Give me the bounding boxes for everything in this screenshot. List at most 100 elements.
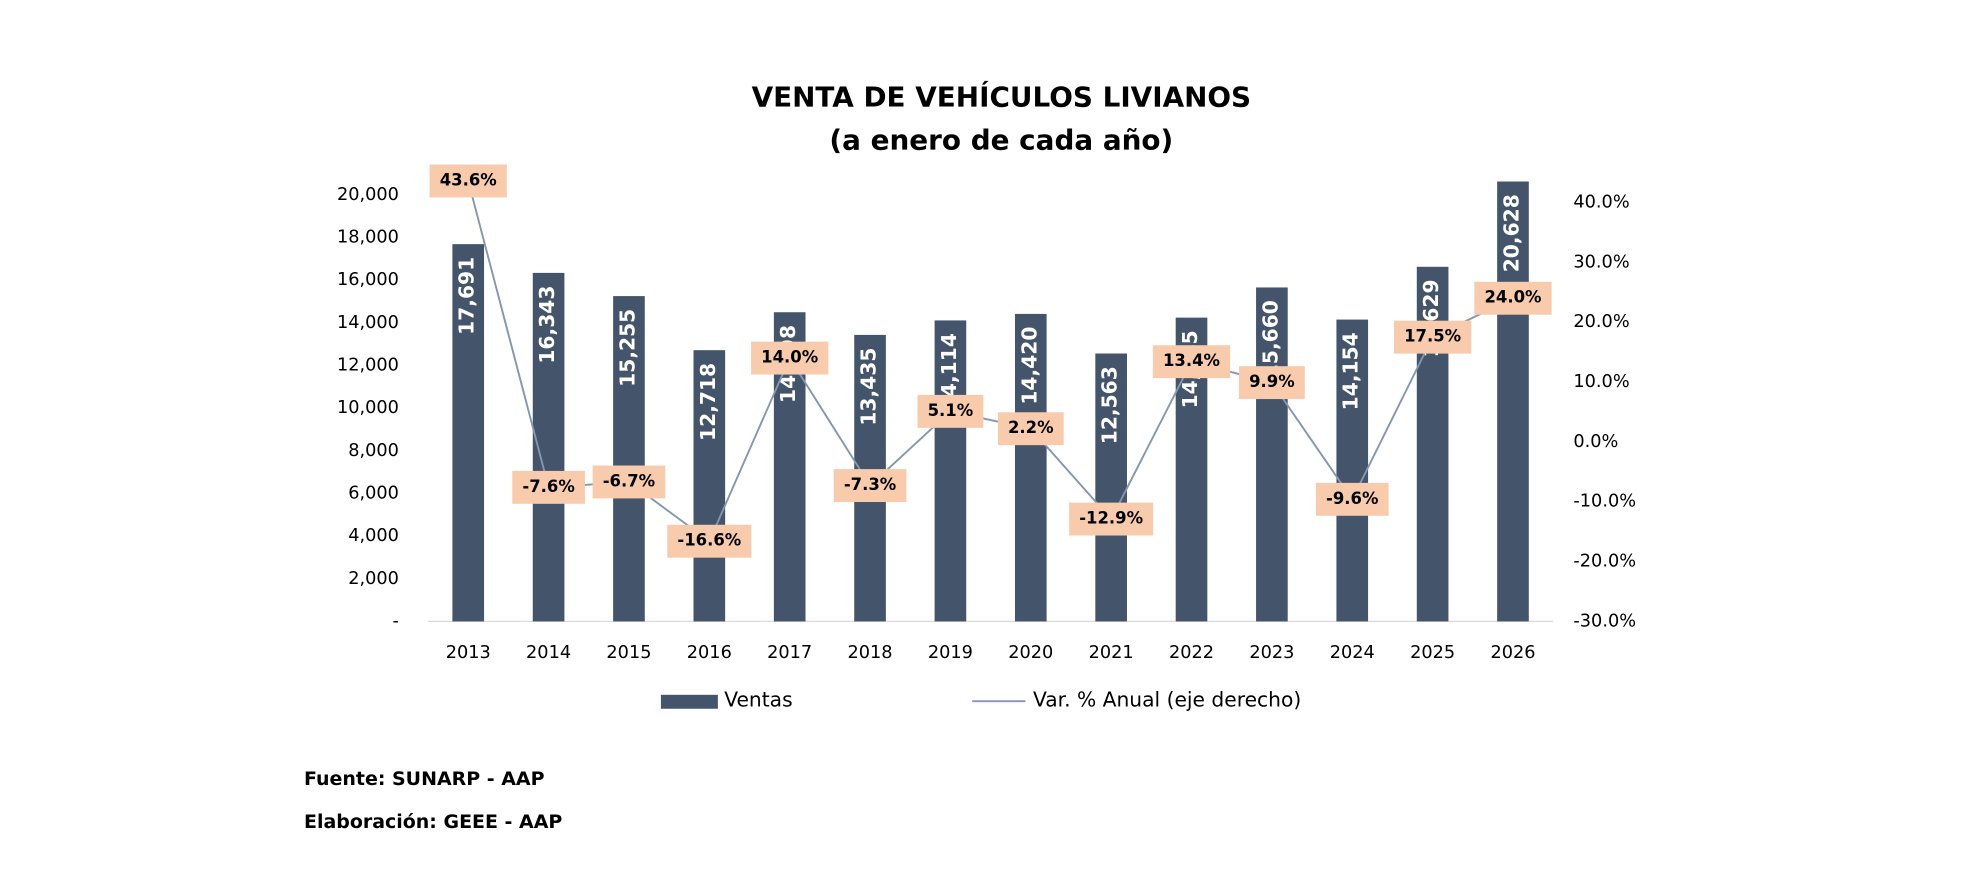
label-box — [751, 341, 829, 375]
line-value-label: 5.1% — [928, 401, 974, 420]
y-tick-label: 18,000 — [337, 228, 399, 248]
point-label: 5.1% — [917, 394, 984, 428]
bar — [1497, 181, 1529, 622]
label-box — [667, 524, 752, 558]
bar-value-label: 15,255 — [615, 309, 639, 387]
legend-swatch — [660, 694, 718, 709]
y-tick-label: 12,000 — [337, 356, 399, 376]
x-tick-label: 2020 — [1008, 643, 1053, 663]
bar-value-label: 16,343 — [535, 286, 559, 364]
x-tick-label: 2016 — [687, 643, 732, 663]
label-box — [1238, 366, 1305, 400]
x-tick-label: 2013 — [446, 643, 491, 663]
label-box — [1315, 482, 1389, 516]
line-value-label: 43.6% — [440, 170, 497, 189]
bar-value-label: 15,660 — [1258, 300, 1282, 378]
point-label: -16.6% — [667, 524, 752, 558]
x-tick-label: 2021 — [1089, 643, 1134, 663]
line-value-label: -7.6% — [522, 477, 574, 496]
y-tick-label: 6,000 — [348, 483, 399, 503]
y-tick-label: 8,000 — [348, 441, 399, 461]
bar — [613, 296, 645, 622]
x-tick-label: 2022 — [1169, 643, 1214, 663]
x-tick-label: 2025 — [1410, 643, 1455, 663]
credit: Elaboración: GEEE - AAP — [304, 811, 562, 833]
point-label: 14.0% — [751, 341, 829, 375]
y2-tick-label: 40.0% — [1573, 192, 1629, 212]
y2-tick-label: -30.0% — [1573, 611, 1636, 631]
point-label: 24.0% — [1474, 281, 1552, 315]
line-value-label: 14.0% — [761, 348, 818, 367]
legend-label: Var. % Anual (eje derecho) — [1033, 688, 1301, 712]
point-label: -9.6% — [1315, 482, 1389, 516]
x-tick-label: 2019 — [928, 643, 973, 663]
label-box — [917, 394, 984, 428]
bar — [1095, 353, 1127, 622]
legend-label: Ventas — [724, 688, 792, 712]
line-value-label: 13.4% — [1163, 351, 1220, 370]
point-label: -12.9% — [1069, 502, 1154, 536]
bar — [1256, 287, 1288, 622]
label-box — [1069, 502, 1154, 536]
y2-tick-label: 10.0% — [1573, 372, 1629, 392]
x-tick-label: 2026 — [1490, 643, 1535, 663]
y-tick-label: 20,000 — [337, 185, 399, 205]
label-box — [1152, 345, 1231, 379]
line-value-label: -9.6% — [1326, 489, 1378, 508]
y2-tick-label: -20.0% — [1573, 552, 1636, 572]
y-tick-label: - — [393, 611, 399, 631]
x-tick-label: 2015 — [606, 643, 651, 663]
point-label: 43.6% — [429, 164, 507, 198]
label-box — [997, 412, 1064, 446]
y-tick-label: 10,000 — [337, 398, 399, 418]
y2-tick-label: 20.0% — [1573, 312, 1629, 332]
x-tick-label: 2017 — [767, 643, 812, 663]
bar-value-label: 13,435 — [857, 348, 881, 426]
chart-subtitle: (a enero de cada año) — [829, 124, 1173, 157]
line-value-label: 24.0% — [1484, 288, 1541, 307]
x-tick-label: 2023 — [1249, 643, 1294, 663]
line-value-label: 17.5% — [1404, 327, 1461, 346]
x-tick-label: 2024 — [1330, 643, 1375, 663]
label-box — [592, 465, 666, 499]
source: Fuente: SUNARP - AAP — [304, 768, 545, 790]
y2-tick-label: -10.0% — [1573, 492, 1636, 512]
line-value-label: -12.9% — [1079, 509, 1143, 528]
bar-value-label: 17,691 — [455, 257, 479, 335]
bar-value-label: 12,563 — [1098, 366, 1122, 444]
bar-value-label: 20,628 — [1499, 194, 1523, 272]
bar — [693, 350, 726, 622]
y-tick-label: 2,000 — [348, 569, 399, 589]
x-tick-label: 2014 — [526, 643, 571, 663]
point-label: 13.4% — [1152, 345, 1231, 379]
point-label: -7.3% — [833, 469, 907, 503]
bar-value-label: 12,718 — [696, 363, 720, 441]
bar — [1336, 319, 1369, 622]
bar — [934, 320, 967, 622]
label-box — [1393, 320, 1472, 354]
line-value-label: -7.3% — [844, 475, 896, 494]
chart-title: VENTA DE VEHÍCULOS LIVIANOS — [752, 80, 1252, 114]
label-box — [1474, 281, 1552, 315]
point-label: 17.5% — [1393, 320, 1472, 354]
point-label: 9.9% — [1238, 366, 1305, 400]
x-tick-label: 2018 — [848, 643, 893, 663]
label-box — [512, 470, 585, 504]
label-box — [429, 164, 507, 198]
bar-value-label: 14,420 — [1017, 327, 1041, 405]
y-tick-label: 16,000 — [337, 270, 399, 290]
y2-tick-label: 0.0% — [1573, 432, 1618, 452]
y-tick-label: 14,000 — [337, 313, 399, 333]
line-value-label: -16.6% — [677, 531, 741, 550]
point-label: -7.6% — [512, 470, 585, 504]
line-value-label: -6.7% — [603, 471, 655, 490]
point-label: 2.2% — [997, 412, 1064, 446]
bar — [1014, 313, 1047, 622]
point-label: -6.7% — [592, 465, 666, 499]
line-value-label: 9.9% — [1249, 372, 1295, 391]
line-value-label: 2.2% — [1008, 418, 1054, 437]
label-box — [833, 469, 907, 503]
bar-value-label: 14,154 — [1339, 332, 1363, 410]
y-tick-label: 4,000 — [348, 526, 399, 546]
